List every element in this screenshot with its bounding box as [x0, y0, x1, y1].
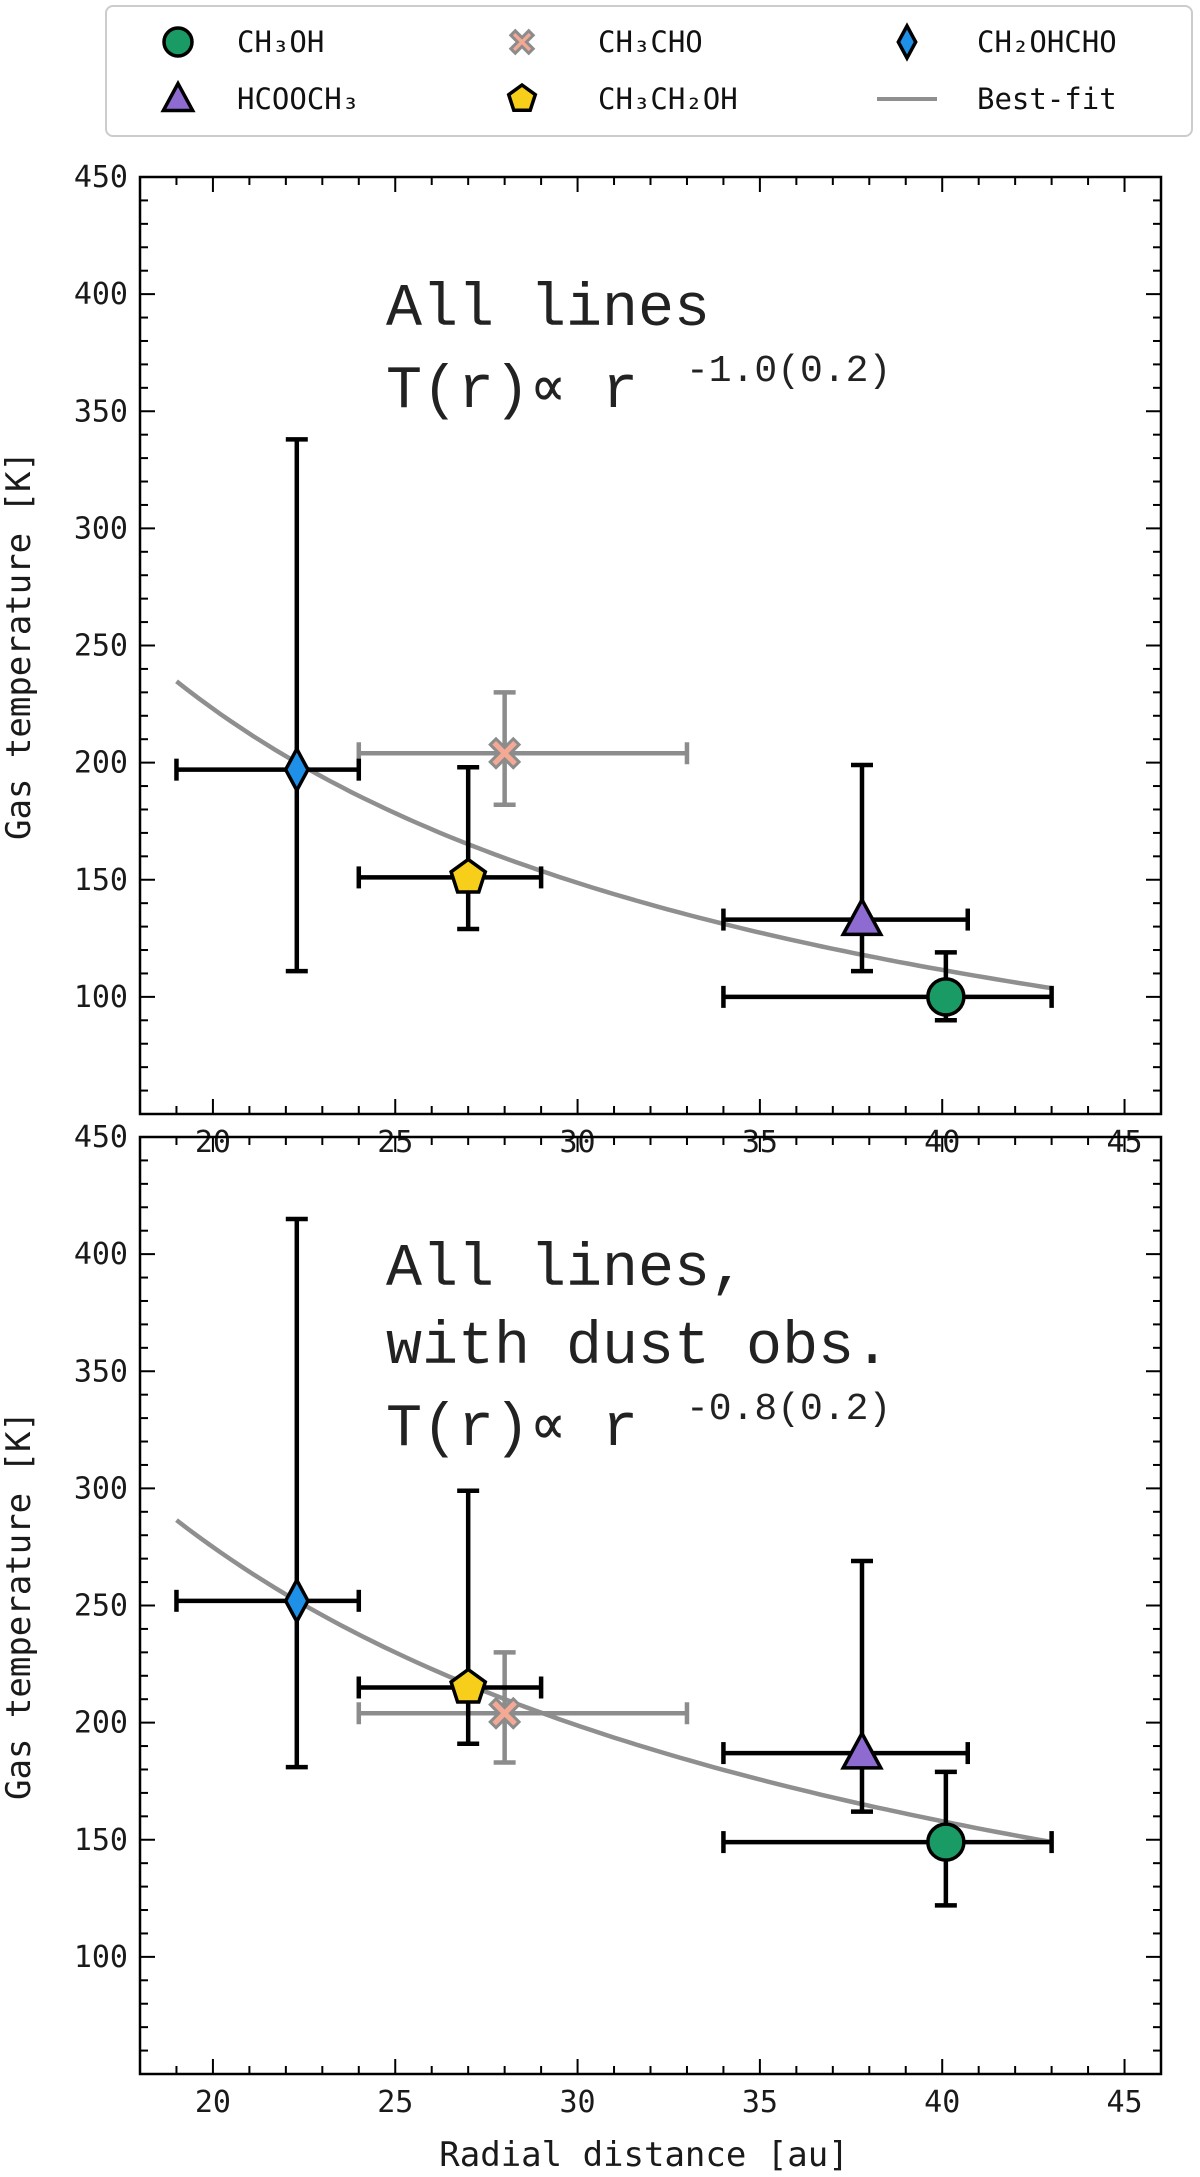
legend-item-hcooch3: HCOOCH₃ [160, 79, 359, 116]
legend-marker-ch3ch2oh [506, 82, 538, 113]
top-ytick-label: 200 [74, 746, 128, 781]
top-ytick-label: 350 [74, 394, 128, 429]
top-annotation-line: All lines [386, 276, 710, 344]
top-errorbar-ch3oh [721, 950, 1054, 1023]
top-marker-ch2ohcho [283, 745, 310, 795]
top-ytick-label: 250 [74, 629, 128, 664]
bottom-xtick-label: 45 [1106, 2085, 1142, 2120]
legend-marker-ch2ohcho [896, 22, 918, 62]
top-ytick-label: 100 [74, 980, 128, 1015]
top-ticks [139, 176, 1162, 1115]
top-marker-ch3ch2oh [449, 857, 488, 894]
bottom-point-ch2ohcho [174, 1216, 362, 1770]
bottom-xtick-label: 40 [924, 2085, 960, 2120]
top-y-axis-title: Gas temperature [K] [0, 451, 39, 840]
top-fit-law: T(r)∝ r [386, 358, 638, 426]
bottom-ytick-label: 250 [74, 1589, 128, 1624]
bottom-best-fit-curve [175, 1518, 1052, 1845]
legend-marker-hcooch3 [160, 79, 196, 113]
bottom-ticks [139, 1136, 1162, 2075]
top-ytick-label: 450 [74, 160, 128, 195]
bottom-marker-ch2ohcho [283, 1576, 310, 1626]
legend-label-ch3oh: CH₃OH [237, 25, 324, 59]
legend-item-ch3ch2oh: CH₃CH₂OH [506, 82, 738, 116]
bottom-annotation: All lines, with dust obs. T(r)∝ r -0.8(0.2) [386, 1236, 891, 1464]
legend: CH₃OH CH₃CHO CH₂OHCHO HCOOCH₃ CH₃CH₂OH Best-f… [105, 5, 1193, 137]
legend-label-best-fit: Best-fit [977, 82, 1117, 116]
top-annotation: All lines T(r)∝ r -1.0(0.2) [386, 276, 891, 426]
top-ytick-label: 300 [74, 511, 128, 546]
panel-top: 20 25 30 35 40 45100150200250300350400450Gas … [0, 160, 1163, 1160]
bottom-ytick-label: 300 [74, 1471, 128, 1506]
bottom-y-axis-title: Gas temperature [K] [0, 1411, 39, 1800]
bottom-point-ch3ch2oh [356, 1488, 544, 1746]
top-point-ch3cho [356, 690, 690, 808]
top-ytick-label: 400 [74, 277, 128, 312]
legend-label-ch3ch2oh: CH₃CH₂OH [598, 82, 738, 116]
top-point-ch2ohcho [174, 437, 362, 974]
legend-marker-ch3cho [508, 28, 536, 56]
top-marker-ch3oh [926, 977, 966, 1017]
top-point-ch3oh [721, 950, 1054, 1023]
legend-label-ch3cho: CH₃CHO [598, 25, 703, 59]
bottom-errorbar-hcooch3 [721, 1558, 970, 1814]
top-ytick-label: 150 [74, 863, 128, 898]
bottom-errorbar-ch3oh [721, 1769, 1054, 1908]
legend-item-ch3cho: CH₃CHO [508, 25, 703, 59]
bottom-marker-hcooch3 [840, 1729, 884, 1770]
top-marker-hcooch3 [840, 896, 884, 937]
bottom-fit-law: T(r)∝ r [386, 1396, 638, 1464]
legend-item-ch2ohcho: CH₂OHCHO [896, 22, 1117, 62]
bottom-annotation-line: with dust obs. [386, 1314, 890, 1382]
bottom-marker-ch3cho [488, 1696, 522, 1730]
panel-bottom: 20 25 30 35 40 45 100 150 200 250 300 350 400 450 Gas … [0, 1120, 1163, 2120]
top-errorbar-ch3cho [356, 690, 690, 808]
legend-item-best-fit: Best-fit [877, 82, 1117, 116]
legend-frame [105, 5, 1193, 137]
bottom-xtick-label: 25 [377, 2085, 413, 2120]
top-errorbar-hcooch3 [721, 762, 970, 974]
bottom-ytick-label: 350 [74, 1354, 128, 1389]
top-errorbar-ch3ch2oh [356, 765, 544, 932]
top-fit-exponent: -1.0(0.2) [686, 350, 891, 393]
bottom-marker-ch3ch2oh [449, 1667, 488, 1704]
legend-label-ch2ohcho: CH₂OHCHO [977, 25, 1117, 59]
bottom-marker-ch3oh [926, 1822, 966, 1862]
bottom-errorbar-ch2ohcho [174, 1216, 362, 1770]
bottom-fit-exponent: -0.8(0.2) [686, 1388, 891, 1431]
bottom-xtick-label: 30 [560, 2085, 596, 2120]
bottom-ytick-label: 100 [74, 1940, 128, 1975]
legend-marker-ch3oh [162, 26, 194, 58]
bottom-xtick-label: 35 [742, 2085, 778, 2120]
legend-label-hcooch3: HCOOCH₃ [237, 82, 359, 116]
bottom-point-ch3oh [721, 1769, 1054, 1908]
legend-item-ch3oh: CH₃OH [162, 25, 324, 59]
bottom-annotation-line: All lines, [386, 1236, 746, 1304]
bottom-ytick-label: 400 [74, 1237, 128, 1272]
top-point-ch3ch2oh [356, 765, 544, 932]
top-marker-ch3cho [488, 736, 522, 770]
bottom-point-hcooch3 [721, 1558, 970, 1814]
x-axis-title: Radial distance [au] [439, 2135, 848, 2175]
top-point-hcooch3 [721, 762, 970, 974]
bottom-point-ch3cho [356, 1650, 690, 1765]
bottom-ytick-label: 200 [74, 1706, 128, 1741]
top-errorbar-ch2ohcho [174, 437, 362, 974]
bottom-xtick-label: 20 [195, 2085, 231, 2120]
top-best-fit-curve [175, 679, 1052, 991]
bottom-ytick-label: 450 [74, 1120, 128, 1155]
bottom-ytick-label: 150 [74, 1823, 128, 1858]
